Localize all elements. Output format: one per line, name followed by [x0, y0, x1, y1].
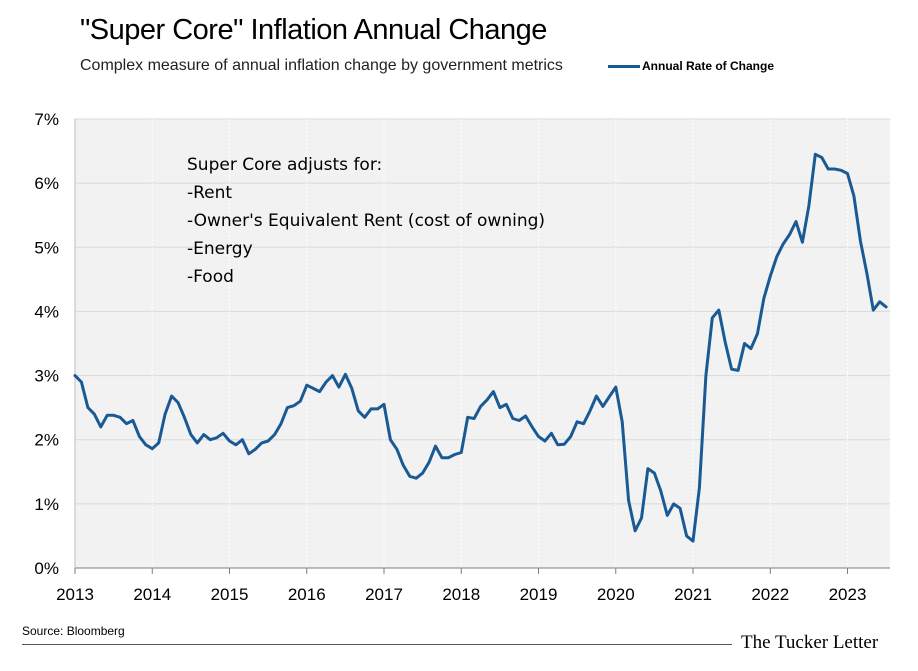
x-tick-label: 2014 — [133, 585, 171, 604]
x-tick-label: 2015 — [211, 585, 249, 604]
y-tick-label: 0% — [34, 559, 59, 578]
y-tick-label: 3% — [34, 367, 59, 386]
x-tick-label: 2018 — [442, 585, 480, 604]
chart-subtitle: Complex measure of annual inflation chan… — [80, 57, 563, 74]
source-note: Source: Bloomberg — [22, 624, 125, 638]
x-tick-label: 2013 — [56, 585, 94, 604]
x-tick-label: 2021 — [674, 585, 712, 604]
annotation-line: -Rent — [187, 183, 232, 203]
y-tick-label: 7% — [34, 110, 59, 129]
legend-label: Annual Rate of Change — [642, 59, 775, 73]
y-tick-label: 6% — [34, 174, 59, 193]
series-line-0 — [73, 152, 888, 543]
brand-divider — [22, 644, 732, 645]
y-tick-label: 4% — [34, 302, 59, 321]
annotation-line: -Food — [187, 267, 234, 287]
x-tick-label: 2019 — [520, 585, 558, 604]
annotation-line: -Owner's Equivalent Rent (cost of owning… — [187, 211, 545, 231]
x-tick-label: 2022 — [751, 585, 789, 604]
x-tick-label: 2017 — [365, 585, 403, 604]
y-tick-label: 1% — [34, 495, 59, 514]
legend: Annual Rate of Change — [608, 59, 774, 73]
chart-title: "Super Core" Inflation Annual Change — [80, 14, 547, 46]
x-tick-label: 2023 — [829, 585, 867, 604]
x-tick-label: 2016 — [288, 585, 326, 604]
brand-name: The Tucker Letter — [741, 632, 879, 653]
annotation-line: -Energy — [187, 239, 253, 259]
y-tick-label: 5% — [34, 238, 59, 257]
x-tick-label: 2020 — [597, 585, 635, 604]
legend-swatch — [608, 64, 640, 68]
y-tick-label: 2% — [34, 431, 59, 450]
annotation-line: Super Core adjusts for: — [187, 155, 382, 175]
